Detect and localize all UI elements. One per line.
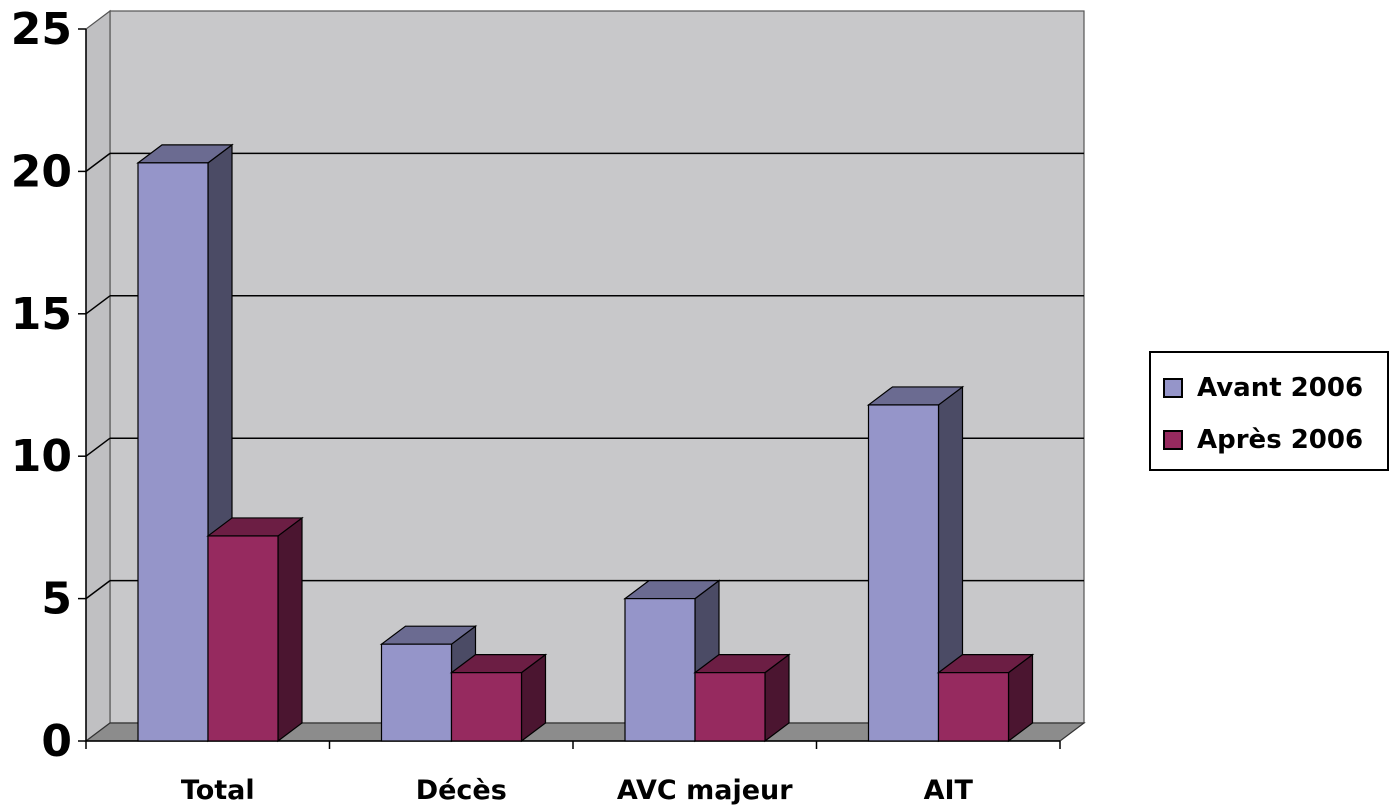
bar-front: [867, 404, 940, 742]
bar-front: [380, 643, 453, 742]
bar: [379, 624, 478, 743]
y-tick-label: 25: [11, 4, 72, 55]
y-tick-label: 10: [11, 431, 72, 482]
legend-item-apres-2006: Après 2006: [1163, 425, 1363, 455]
bar: [866, 385, 965, 743]
gridline-side: [85, 295, 111, 315]
legend-label-apres-2006: Après 2006: [1197, 425, 1364, 455]
gridline-side: [85, 579, 111, 600]
bar-front: [450, 672, 523, 742]
legend-swatch-apres-2006: [1163, 430, 1183, 450]
y-tick-label: 5: [41, 574, 72, 625]
gridline-side: [85, 437, 111, 457]
y-tick-label: 15: [11, 289, 72, 340]
bars: [136, 143, 1035, 743]
bar: [693, 653, 791, 743]
legend: Avant 2006 Après 2006: [1149, 351, 1389, 471]
bar: [206, 516, 304, 743]
bar: [623, 579, 721, 743]
legend-item-avant-2006: Avant 2006: [1163, 373, 1363, 403]
bar-front: [694, 672, 766, 742]
y-tick-label: 20: [11, 146, 72, 197]
bar-front: [137, 162, 209, 742]
bar-side: [277, 516, 303, 743]
x-tick-label: AVC majeur: [617, 775, 793, 806]
x-tick-label: Total: [181, 775, 255, 806]
bar: [936, 653, 1035, 743]
bar: [449, 653, 548, 743]
side-wall: [85, 9, 111, 743]
x-tick-label: Décès: [416, 775, 507, 806]
bar-front: [207, 535, 279, 742]
legend-label-avant-2006: Avant 2006: [1197, 373, 1364, 403]
bar-front: [937, 672, 1010, 742]
y-tick-label: 0: [41, 716, 72, 767]
legend-swatch-avant-2006: [1163, 378, 1183, 398]
bar-front: [624, 597, 696, 742]
x-tick-label: AIT: [924, 775, 974, 806]
tick-labels: 0 5 10 15 20 25 Total Décès AVC majeur AIT: [11, 4, 974, 806]
gridline-side: [85, 152, 111, 172]
